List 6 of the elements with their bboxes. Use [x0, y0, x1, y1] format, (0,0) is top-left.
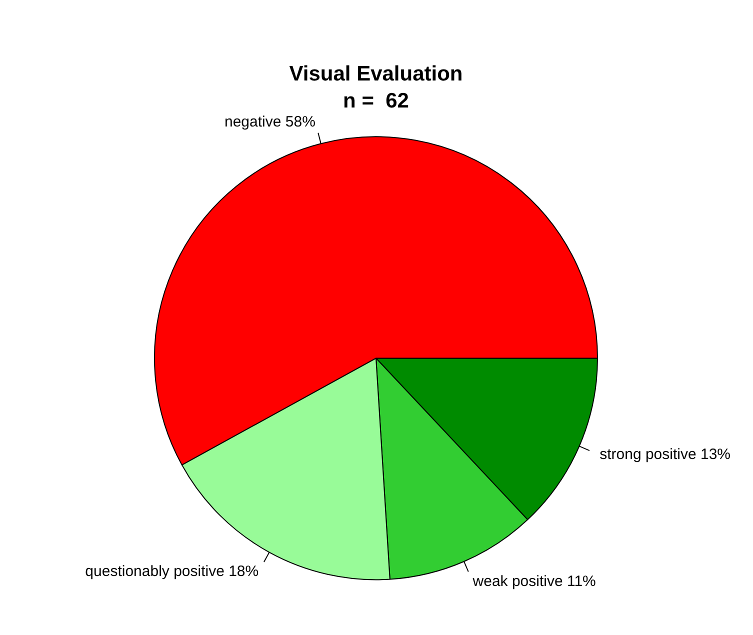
- slice-label: questionably positive 18%: [85, 562, 259, 580]
- chart-title: Visual Evaluation: [289, 62, 463, 86]
- slice-label: negative 58%: [224, 113, 316, 130]
- chart-subtitle: n = 62: [343, 90, 409, 113]
- slice-label: strong positive 13%: [600, 446, 731, 464]
- slice-label: weak positive 11%: [472, 572, 596, 590]
